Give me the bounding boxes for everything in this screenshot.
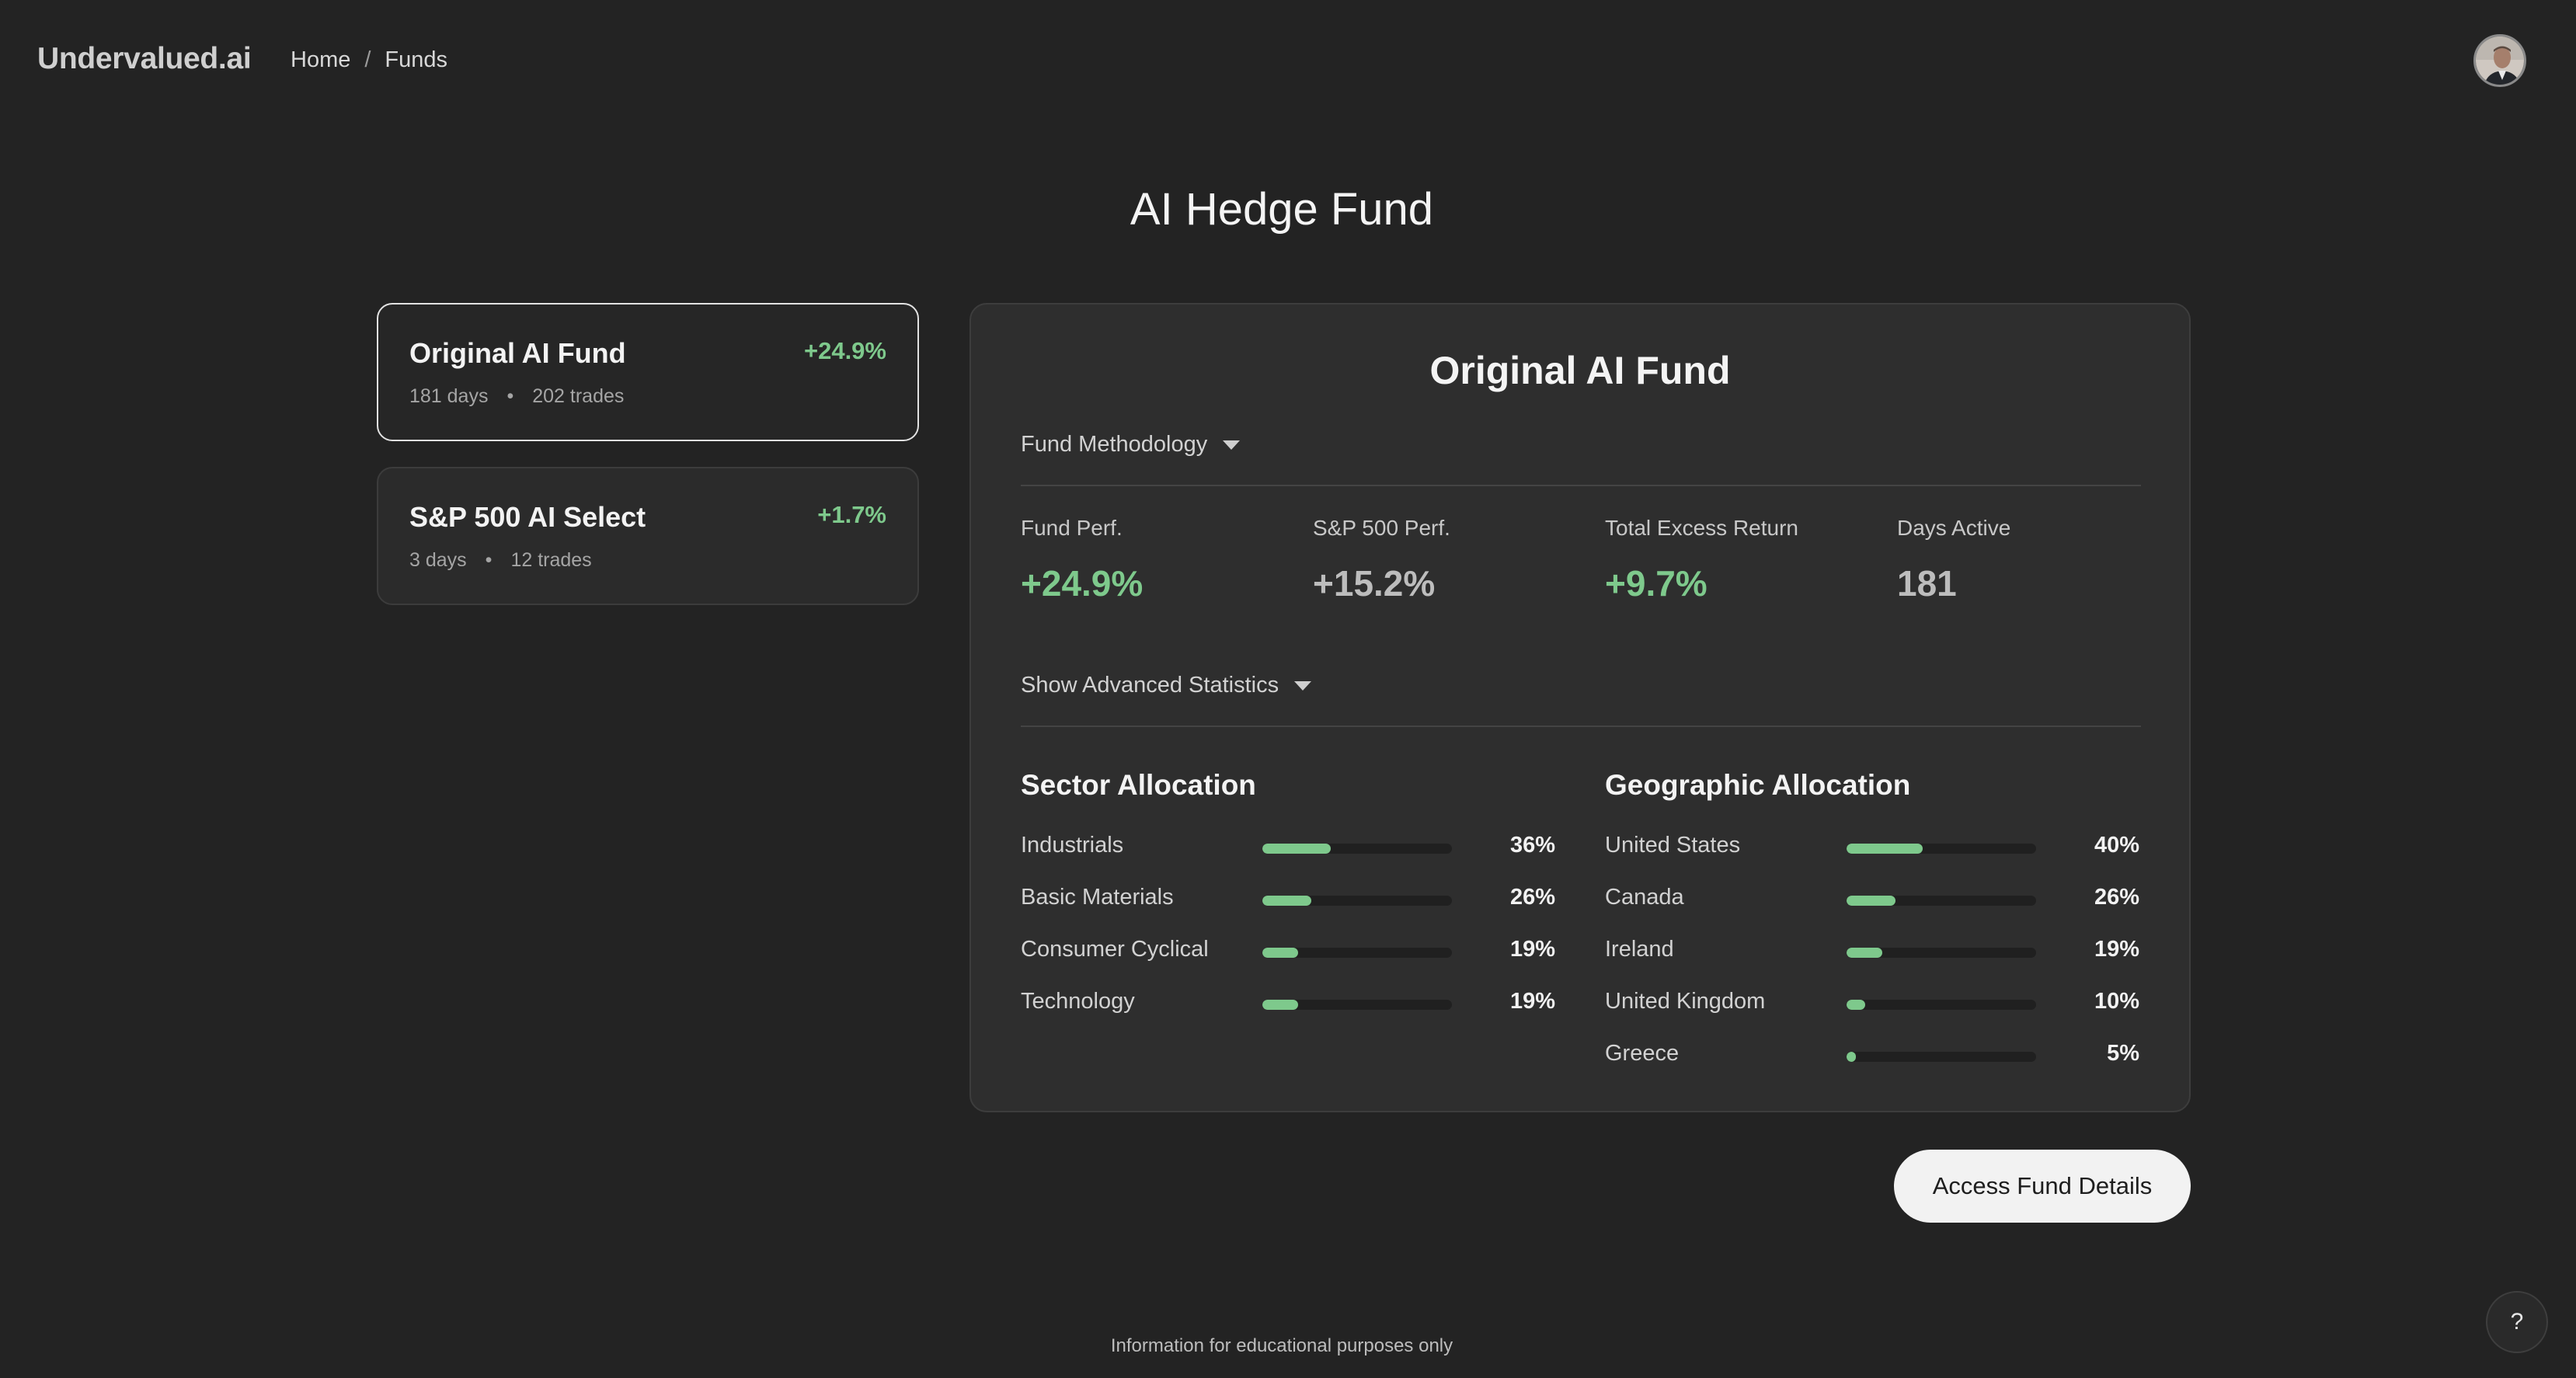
geographic-allocation-title: Geographic Allocation: [1605, 769, 1911, 801]
allocation-bar: [1847, 844, 2036, 854]
allocation-percent: 19%: [1509, 937, 1555, 962]
top-bar: Undervalued.ai Home / Funds: [0, 0, 2576, 121]
stat-value: +9.7%: [1605, 563, 1707, 604]
allocation-percent: 40%: [2094, 833, 2139, 858]
geographic-row: Ireland 19%: [1605, 937, 2139, 968]
breadcrumb: Home / Funds: [291, 47, 447, 73]
page-title: AI Hedge Fund: [1130, 184, 1434, 235]
allocation-percent: 26%: [1509, 885, 1555, 910]
fund-card-original-ai-fund[interactable]: Original AI Fund +24.9% 181 days • 202 t…: [377, 303, 919, 441]
advanced-statistics-label: Show Advanced Statistics: [1021, 673, 1279, 698]
help-icon: ?: [2510, 1309, 2524, 1335]
breadcrumb-separator: /: [364, 47, 371, 72]
caret-down-icon: [1223, 440, 1241, 450]
allocation-bar-fill: [1847, 948, 1883, 958]
allocation-bar: [1262, 844, 1452, 854]
fund-card-sp500-ai-select[interactable]: S&P 500 AI Select +1.7% 3 days • 12 trad…: [377, 467, 919, 605]
stat-total-excess-return: Total Excess Return +9.7%: [1605, 516, 1798, 604]
fund-performance: +1.7%: [817, 501, 886, 528]
allocation-label: Technology: [1021, 989, 1135, 1014]
sector-row: Technology 19%: [1021, 989, 1555, 1020]
sector-row: Basic Materials 26%: [1021, 885, 1555, 916]
breadcrumb-home-link[interactable]: Home: [291, 47, 351, 72]
caret-down-icon: [1294, 680, 1312, 691]
fund-days: 3 days: [409, 549, 467, 571]
allocation-percent: 19%: [1509, 989, 1555, 1014]
stat-days-active: Days Active 181: [1897, 516, 2010, 604]
sector-allocation-title: Sector Allocation: [1021, 769, 1256, 801]
allocation-bar: [1847, 1000, 2036, 1010]
panel-title: Original AI Fund: [1429, 349, 1731, 392]
sector-row: Consumer Cyclical 19%: [1021, 937, 1555, 968]
fund-methodology-toggle[interactable]: Fund Methodology: [1021, 432, 1241, 458]
allocation-bar: [1262, 1000, 1452, 1010]
allocation-bar-fill: [1847, 1000, 1866, 1010]
stat-sp500-perf: S&P 500 Perf. +15.2%: [1313, 516, 1450, 604]
allocation-bar: [1847, 948, 2036, 958]
fund-detail-panel: Original AI Fund Fund Methodology Fund P…: [969, 303, 2191, 1112]
fund-methodology-label: Fund Methodology: [1021, 432, 1208, 457]
sector-row: Industrials 36%: [1021, 833, 1555, 864]
allocation-bar-fill: [1262, 844, 1331, 854]
fund-trades: 12 trades: [510, 549, 592, 571]
stat-label: Fund Perf.: [1021, 516, 1123, 540]
fund-name: Original AI Fund: [409, 337, 626, 369]
allocation-label: Basic Materials: [1021, 885, 1174, 910]
fund-meta: 181 days • 202 trades: [409, 385, 624, 408]
allocation-label: Ireland: [1605, 937, 1674, 962]
avatar-photo-icon: [2476, 37, 2524, 85]
geographic-row: United Kingdom 10%: [1605, 989, 2139, 1020]
allocation-bar: [1262, 896, 1452, 906]
divider: [1021, 485, 2141, 486]
user-avatar[interactable]: [2473, 34, 2526, 87]
allocation-percent: 5%: [2107, 1041, 2139, 1066]
footer-disclaimer: Information for educational purposes onl…: [1110, 1335, 1453, 1356]
allocation-label: Greece: [1605, 1041, 1680, 1066]
allocation-label: Industrials: [1021, 833, 1124, 858]
stat-label: S&P 500 Perf.: [1313, 516, 1450, 540]
breadcrumb-current: Funds: [385, 47, 448, 72]
geographic-row: Canada 26%: [1605, 885, 2139, 916]
logo[interactable]: Undervalued.ai: [37, 42, 252, 75]
meta-dot: •: [485, 549, 493, 571]
divider: [1021, 726, 2141, 727]
access-fund-details-button[interactable]: Access Fund Details: [1894, 1150, 2191, 1223]
allocation-label: Consumer Cyclical: [1021, 937, 1209, 962]
fund-name: S&P 500 AI Select: [409, 501, 646, 533]
allocation-bar-fill: [1847, 844, 1923, 854]
allocation-percent: 10%: [2094, 989, 2139, 1014]
allocation-bar: [1847, 1052, 2036, 1062]
allocation-bar-fill: [1262, 896, 1312, 906]
fund-meta: 3 days • 12 trades: [409, 549, 592, 572]
allocation-bar-fill: [1847, 1052, 1857, 1062]
stat-label: Total Excess Return: [1605, 516, 1798, 540]
stat-label: Days Active: [1897, 516, 2011, 540]
allocation-label: United States: [1605, 833, 1741, 858]
allocation-label: United Kingdom: [1605, 989, 1766, 1014]
stat-fund-perf: Fund Perf. +24.9%: [1021, 516, 1143, 604]
allocation-bar-fill: [1262, 1000, 1299, 1010]
allocation-bar-fill: [1262, 948, 1299, 958]
fund-days: 181 days: [409, 385, 489, 407]
stat-value: 181: [1897, 563, 1957, 604]
allocation-bar-fill: [1847, 896, 1896, 906]
allocation-percent: 26%: [2094, 885, 2139, 910]
allocation-bar: [1262, 948, 1452, 958]
fund-performance: +24.9%: [803, 337, 886, 364]
fund-trades: 202 trades: [532, 385, 625, 407]
allocation-label: Canada: [1605, 885, 1684, 910]
meta-dot: •: [506, 385, 514, 407]
allocation-percent: 36%: [1509, 833, 1555, 858]
allocation-percent: 19%: [2094, 937, 2139, 962]
advanced-statistics-toggle[interactable]: Show Advanced Statistics: [1021, 673, 1312, 698]
allocation-bar: [1847, 896, 2036, 906]
geographic-row: United States 40%: [1605, 833, 2139, 864]
stat-value: +15.2%: [1313, 563, 1436, 604]
help-button[interactable]: ?: [2486, 1291, 2548, 1353]
geographic-row: Greece 5%: [1605, 1041, 2139, 1072]
stat-value: +24.9%: [1021, 563, 1144, 604]
